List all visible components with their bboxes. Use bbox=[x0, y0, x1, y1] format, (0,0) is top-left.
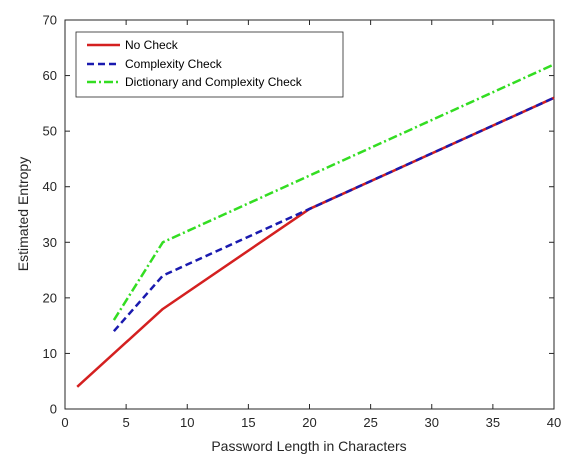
x-tick-label: 35 bbox=[486, 415, 500, 430]
x-tick-label: 30 bbox=[425, 415, 439, 430]
y-tick-label: 30 bbox=[43, 235, 57, 250]
y-tick-label: 60 bbox=[43, 68, 57, 83]
x-axis-label: Password Length in Characters bbox=[211, 438, 406, 454]
y-tick-label: 70 bbox=[43, 13, 57, 28]
y-tick-label: 20 bbox=[43, 290, 57, 305]
y-tick-label: 10 bbox=[43, 346, 57, 361]
y-tick-label: 40 bbox=[43, 179, 57, 194]
y-axis-label: Estimated Entropy bbox=[15, 157, 31, 271]
series-line-complexity-check bbox=[112, 96, 555, 333]
x-tick-label: 15 bbox=[241, 415, 255, 430]
legend-label-complexity-check: Complexity Check bbox=[125, 57, 223, 71]
x-tick-label: 40 bbox=[547, 415, 561, 430]
series-layer bbox=[76, 63, 555, 388]
x-tick-label: 25 bbox=[363, 415, 377, 430]
legend: No Check Complexity Check Dictionary and… bbox=[75, 31, 344, 98]
y-axis-ticks: 0 10 20 30 40 50 60 70 bbox=[43, 13, 554, 417]
x-tick-label: 0 bbox=[61, 415, 68, 430]
series-line-dictionary-and-complexity-check bbox=[112, 63, 555, 321]
x-axis-ticks: 0 5 10 15 20 25 30 35 40 bbox=[61, 20, 561, 430]
y-tick-label: 0 bbox=[50, 402, 57, 417]
y-tick-label: 50 bbox=[43, 124, 57, 139]
legend-box bbox=[75, 31, 344, 98]
x-tick-label: 5 bbox=[123, 415, 130, 430]
x-tick-label: 20 bbox=[302, 415, 316, 430]
legend-label-no-check: No Check bbox=[125, 38, 179, 52]
x-tick-label: 10 bbox=[180, 415, 194, 430]
legend-label-dictionary-and-complexity-check: Dictionary and Complexity Check bbox=[125, 75, 303, 89]
